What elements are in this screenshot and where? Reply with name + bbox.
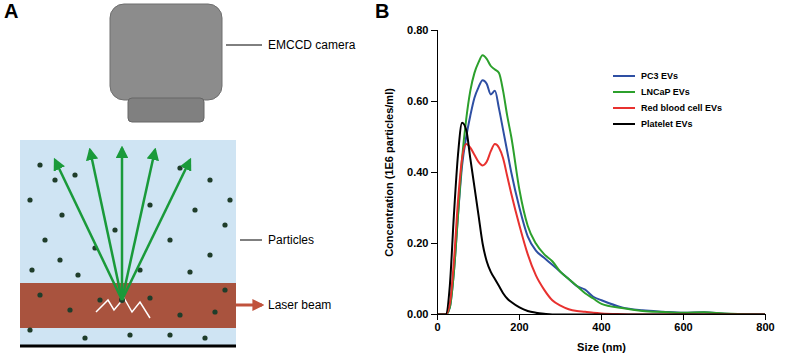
svg-text:Laser beam: Laser beam bbox=[268, 298, 331, 312]
svg-text:0: 0 bbox=[434, 321, 440, 333]
svg-text:0.20: 0.20 bbox=[407, 237, 428, 249]
html-text:PC3 EVs: PC3 EVs bbox=[641, 71, 678, 81]
svg-text:0.60: 0.60 bbox=[407, 95, 428, 107]
svg-text:0.80: 0.80 bbox=[407, 24, 428, 36]
html-text:B: B bbox=[375, 0, 390, 22]
html-text:Platelet EVs: Platelet EVs bbox=[641, 119, 693, 129]
svg-text:EMCCD camera: EMCCD camera bbox=[268, 38, 356, 52]
svg-text:200: 200 bbox=[510, 321, 528, 333]
svg-text:800: 800 bbox=[756, 321, 774, 333]
svg-text:Particles: Particles bbox=[268, 233, 314, 247]
html-text:Red blood cell EVs: Red blood cell EVs bbox=[641, 103, 722, 113]
svg-text:Size (nm): Size (nm) bbox=[577, 341, 626, 353]
svg-text:400: 400 bbox=[592, 321, 610, 333]
svg-text:0.40: 0.40 bbox=[407, 166, 428, 178]
html-text:LNCaP EVs: LNCaP EVs bbox=[641, 87, 690, 97]
html-text:A: A bbox=[4, 0, 19, 22]
svg-text:600: 600 bbox=[674, 321, 692, 333]
svg-text:0.00: 0.00 bbox=[407, 308, 428, 320]
svg-text:Concentration (1E6 particles/m: Concentration (1E6 particles/ml) bbox=[383, 88, 395, 257]
